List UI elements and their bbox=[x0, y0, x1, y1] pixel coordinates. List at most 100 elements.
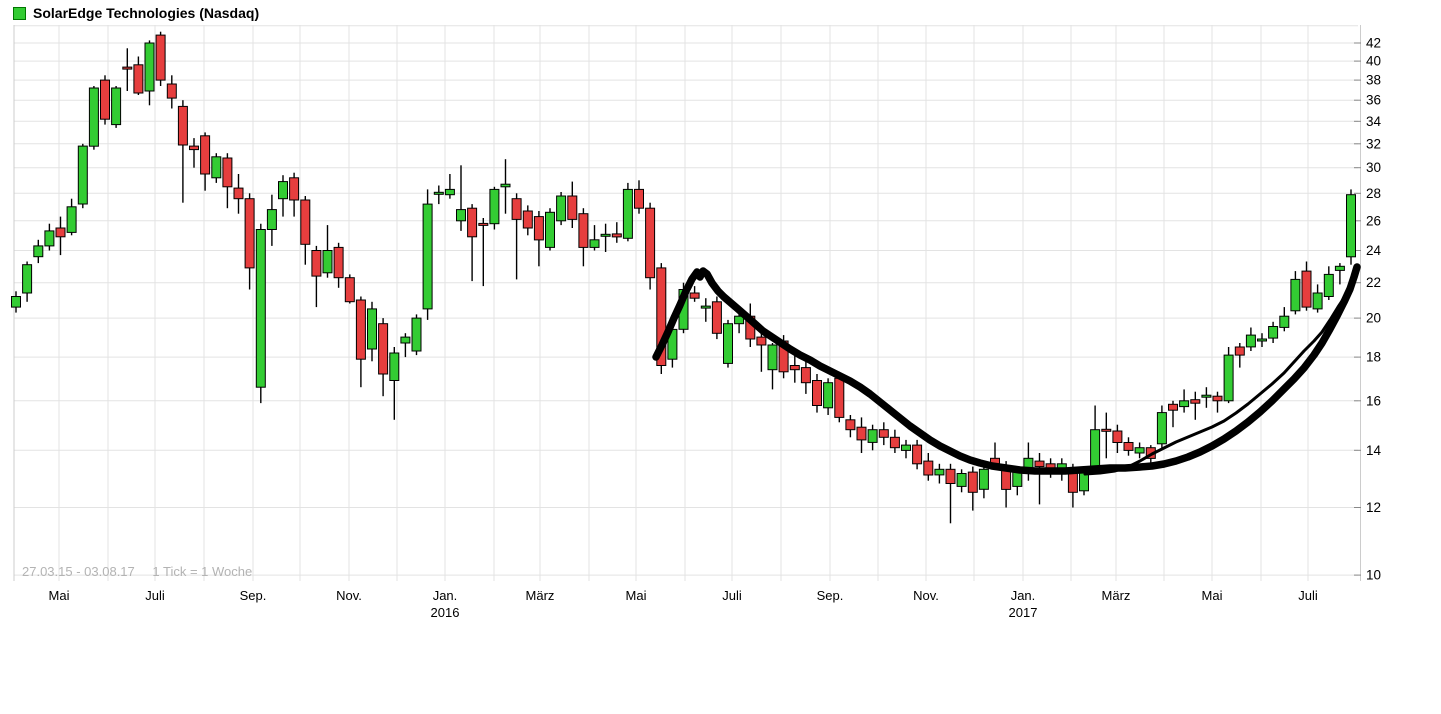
candle-body-up bbox=[1179, 400, 1190, 408]
candle-body-up bbox=[1156, 412, 1167, 445]
candle-body-up bbox=[1290, 278, 1301, 312]
y-axis-label: 18 bbox=[1366, 350, 1381, 365]
x-axis-month-label: März bbox=[1102, 588, 1131, 603]
candle-body-up bbox=[1334, 265, 1345, 271]
candle-body-up bbox=[489, 188, 500, 225]
candle-body-up bbox=[556, 195, 567, 222]
x-axis-month-label: Mai bbox=[49, 588, 70, 603]
y-axis-label: 28 bbox=[1366, 186, 1381, 201]
y-axis-label: 32 bbox=[1366, 136, 1381, 151]
candle-body-up bbox=[255, 229, 266, 388]
x-axis-year-label: 2017 bbox=[1009, 605, 1038, 620]
candle-body-up bbox=[1323, 273, 1334, 297]
candle-body-up bbox=[1245, 334, 1256, 348]
y-axis-label: 36 bbox=[1366, 93, 1381, 108]
candle-body-up bbox=[1312, 292, 1323, 310]
candle-body-down bbox=[645, 207, 656, 279]
candle-body-up bbox=[22, 264, 33, 294]
candle-body-down bbox=[611, 233, 622, 238]
candle-body-down bbox=[478, 222, 489, 226]
chart-legend: SolarEdge Technologies (Nasdaq) bbox=[13, 5, 259, 21]
candle-body-up bbox=[44, 230, 55, 247]
candle-body-down bbox=[1112, 430, 1123, 443]
candle-body-down bbox=[689, 292, 700, 299]
candle-body-down bbox=[967, 471, 978, 493]
y-axis-label: 12 bbox=[1366, 500, 1381, 515]
x-axis-month-label: März bbox=[526, 588, 555, 603]
candle-body-down bbox=[166, 83, 177, 99]
candle-body-up bbox=[422, 203, 433, 310]
y-axis-label: 34 bbox=[1366, 114, 1382, 129]
x-axis-month-label: Jan. bbox=[1011, 588, 1036, 603]
x-axis-month-label: Juli bbox=[145, 588, 165, 603]
candle-body-up bbox=[700, 305, 711, 309]
candle-body-up bbox=[400, 336, 411, 344]
candle-body-down bbox=[522, 210, 533, 229]
candle-body-up bbox=[1201, 394, 1212, 398]
x-axis-month-label: Nov. bbox=[336, 588, 362, 603]
candle-body-up bbox=[1134, 447, 1145, 454]
candle-body-down bbox=[567, 195, 578, 220]
candle-body-down bbox=[244, 198, 255, 269]
candle-body-down bbox=[100, 79, 110, 120]
candle-body-down bbox=[1168, 403, 1178, 411]
candle-body-up bbox=[867, 429, 878, 443]
candle-body-down bbox=[300, 199, 311, 245]
candle-body-down bbox=[578, 213, 589, 248]
candle-body-up bbox=[278, 181, 288, 200]
candle-body-down bbox=[177, 105, 188, 146]
candle-body-down bbox=[1212, 395, 1223, 402]
candle-body-down bbox=[789, 365, 800, 371]
candle-body-up bbox=[389, 352, 400, 381]
candle-body-up bbox=[934, 468, 945, 476]
candle-body-up bbox=[1268, 326, 1279, 339]
candle-body-up bbox=[545, 211, 555, 248]
candle-body-down bbox=[222, 157, 233, 188]
candle-body-down bbox=[912, 444, 923, 465]
candle-body-down bbox=[233, 187, 244, 200]
candle-body-up bbox=[823, 382, 834, 409]
y-axis-label: 20 bbox=[1366, 311, 1381, 326]
date-range-label: 27.03.15 - 03.08.17 bbox=[22, 564, 135, 579]
x-axis-month-label: Juli bbox=[1298, 588, 1318, 603]
candle-body-up bbox=[456, 209, 466, 222]
candle-body-up bbox=[956, 473, 967, 487]
y-axis-label: 10 bbox=[1366, 568, 1381, 583]
candle-body-down bbox=[311, 250, 322, 277]
candle-body-down bbox=[1123, 442, 1134, 451]
candle-body-up bbox=[111, 87, 122, 126]
candle-body-down bbox=[634, 188, 644, 209]
candle-body-up bbox=[266, 209, 277, 231]
candle-body-down bbox=[711, 301, 722, 334]
candle-body-down bbox=[812, 380, 822, 406]
candle-body-down bbox=[333, 246, 344, 279]
candle-body-up bbox=[1257, 338, 1267, 342]
chart-title: SolarEdge Technologies (Nasdaq) bbox=[33, 5, 260, 21]
candle-body-down bbox=[1190, 399, 1201, 404]
candle-body-up bbox=[600, 233, 611, 237]
candle-body-down bbox=[200, 135, 211, 175]
candle-body-up bbox=[144, 42, 155, 92]
x-axis-month-label: Juli bbox=[722, 588, 742, 603]
y-axis-label: 14 bbox=[1366, 443, 1382, 458]
freehand-trend-secondary bbox=[1083, 271, 1359, 476]
chart-footer: 27.03.15 - 03.08.17 1 Tick = 1 Woche bbox=[22, 564, 266, 579]
y-axis-label: 22 bbox=[1366, 275, 1381, 290]
candle-body-down bbox=[889, 436, 900, 449]
candle-body-down bbox=[133, 64, 144, 94]
candle-body-up bbox=[978, 468, 989, 490]
candle-body-down bbox=[189, 145, 199, 151]
tick-interval-label: 1 Tick = 1 Woche bbox=[152, 564, 253, 579]
x-axis-month-label: Mai bbox=[1202, 588, 1223, 603]
candle-body-down bbox=[945, 468, 956, 484]
candle-body-up bbox=[11, 296, 21, 308]
candle-body-up bbox=[723, 323, 733, 364]
candle-body-down bbox=[834, 377, 845, 418]
candle-body-up bbox=[767, 344, 778, 371]
candle-body-down bbox=[1234, 346, 1245, 356]
x-axis-month-label: Sep. bbox=[240, 588, 267, 603]
candle-body-down bbox=[1301, 270, 1312, 308]
legend-color-swatch-icon bbox=[13, 6, 26, 20]
